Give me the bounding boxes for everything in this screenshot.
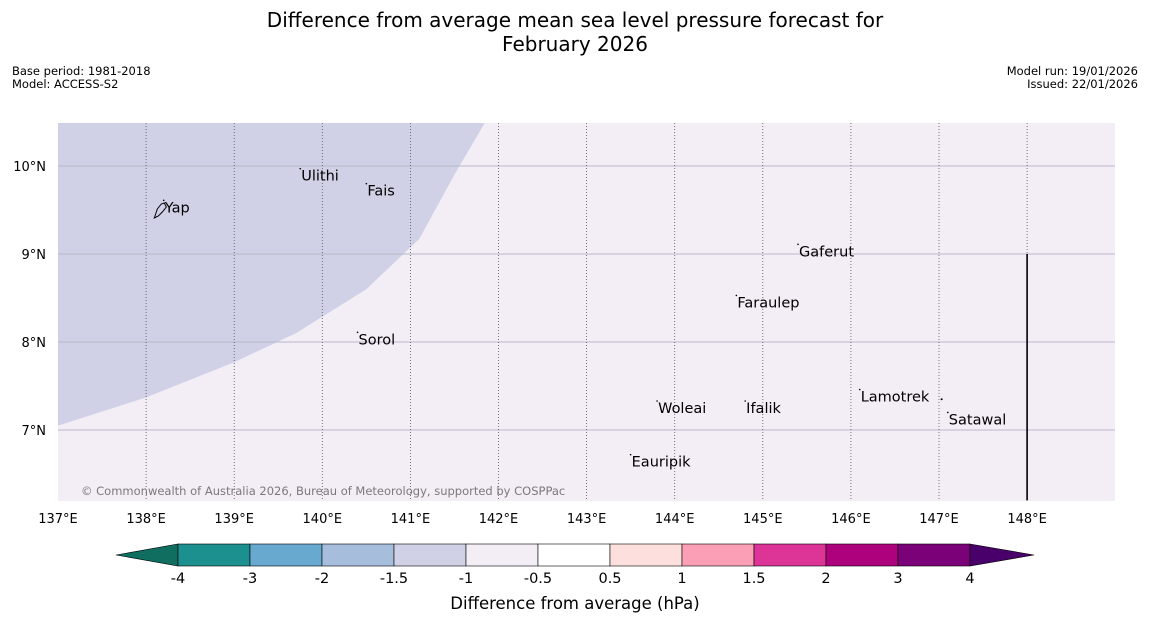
issued-label: Issued: 22/01/2026 [1027,77,1138,91]
colorbar-swatch [177,543,251,567]
islet-dot [940,398,943,401]
colorbar-swatch [465,543,539,567]
island-dot [744,400,746,402]
colorbar-swatch [825,543,899,567]
island-dot [365,182,368,185]
colorbar-arrow-left [115,543,179,567]
colorbar-tick-label: 0.5 [598,571,621,587]
lon-tick-label: 142°E [479,512,519,527]
title-line-1: Difference from average mean sea level p… [266,8,884,32]
lon-tick-label: 147°E [919,512,959,527]
model-run-label: Model run: 19/01/2026 [1006,64,1138,78]
axis-layer: 10°N 9°N 8°N 7°N 137°E 138°E 139°E 140°E 141°E 14… [13,160,1047,527]
place-label-yap: Yap [164,200,190,216]
place-label-ulithi: Ulithi [301,169,339,185]
colorbar-tick-label: 3 [893,571,902,587]
colorbar-tick-label: 1 [677,571,686,587]
colorbar-arrow-right [969,543,1035,567]
place-label-faraulep: Faraulep [737,295,799,311]
lon-tick-label: 140°E [303,512,343,527]
colorbar-swatch [249,543,323,567]
colorbar-swatch [321,543,395,567]
place-label-satawal: Satawal [949,412,1006,428]
colorbar-tick-label: 2 [821,571,830,587]
place-label-sorol: Sorol [359,332,396,348]
colorbar-tick-label: 1.5 [742,571,765,587]
place-label-woleai: Woleai [658,401,706,417]
lat-tick-label: 9°N [22,248,47,263]
place-label-eauripik: Eauripik [632,455,691,471]
map-layer: Yap Ulithi Fais Gaferut Faraulep Sorol Lamotre… [58,123,1115,501]
lon-tick-label: 148°E [1007,512,1047,527]
colorbar: -4 -3 -2 -1.5 -1 -0.5 0.5 1 1.5 2 3 4 [115,543,1035,587]
colorbar-swatch [609,543,683,567]
lon-tick-label: 137°E [38,512,78,527]
island-dot [735,294,738,297]
island-dot [162,199,165,202]
colorbar-swatch [753,543,827,567]
colorbar-swatch [537,543,611,567]
colorbar-swatch [393,543,467,567]
yap-island-shape [153,202,167,219]
meta-right: Model run: 19/01/2026 Issued: 22/01/2026 [1007,65,1138,91]
lon-tick-label: 145°E [743,512,783,527]
island-dot [858,388,861,391]
region-shaded [58,123,485,426]
lon-tick-label: 139°E [214,512,254,527]
meta-left: Base period: 1981-2018 Model: ACCESS-S2 [12,65,151,91]
lon-tick-label: 141°E [391,512,431,527]
island-dot [947,411,949,414]
lon-tick-label: 138°E [126,512,166,527]
place-label-gaferut: Gaferut [799,244,854,260]
colorbar-tick-label: -1.5 [380,571,408,587]
island-dot [629,453,632,456]
colorbar-tick-label: 4 [965,571,974,587]
lat-tick-label: 8°N [22,336,47,351]
base-period-label: Base period: 1981-2018 [12,64,151,78]
lon-tick-label: 146°E [831,512,871,527]
colorbar-tick-label: -0.5 [524,571,552,587]
colorbar-tick-label: -4 [171,571,185,587]
colorbar-swatch [681,543,755,567]
model-label: Model: ACCESS-S2 [12,77,119,91]
island-dot [656,400,658,402]
colorbar-tick-label: -2 [315,571,329,587]
island-dot [797,243,799,246]
island-dot [299,167,302,170]
lon-tick-label: 144°E [655,512,695,527]
lat-tick-label: 7°N [22,424,47,439]
place-label-fais: Fais [367,184,394,200]
place-label-lamotrek: Lamotrek [861,390,930,406]
colorbar-title: Difference from average (hPa) [450,594,700,613]
title-line-2: February 2026 [502,32,648,56]
island-dot [356,331,359,334]
place-label-ifalik: Ifalik [746,401,781,417]
lon-tick-label: 143°E [567,512,607,527]
colorbar-tick-label: -3 [243,571,257,587]
copyright-text: © Commonwealth of Australia 2026, Bureau… [81,484,565,498]
colorbar-swatch [897,543,971,567]
lat-tick-label: 10°N [13,160,46,175]
chart-title: Difference from average mean sea level p… [0,8,1150,56]
colorbar-tick-label: -1 [459,571,473,587]
